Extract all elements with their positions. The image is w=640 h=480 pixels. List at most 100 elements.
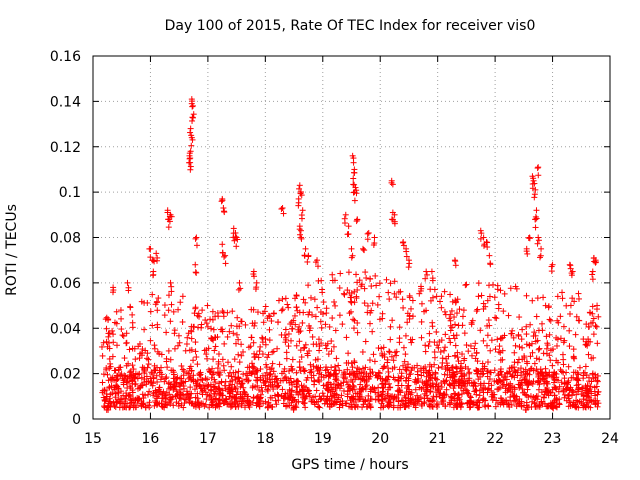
data-point	[353, 218, 360, 225]
data-point	[178, 362, 185, 369]
data-point	[289, 387, 296, 394]
data-point	[165, 347, 172, 354]
data-point	[358, 369, 365, 376]
data-point	[154, 393, 161, 400]
data-point	[544, 342, 551, 349]
data-point	[380, 344, 387, 351]
data-point	[398, 382, 405, 389]
data-point	[433, 381, 440, 388]
data-point	[484, 342, 491, 349]
data-point	[501, 398, 508, 405]
data-point	[210, 383, 217, 390]
data-point	[180, 382, 187, 389]
data-point	[235, 336, 242, 343]
data-point	[557, 335, 564, 342]
data-point	[278, 392, 285, 399]
data-point	[521, 353, 528, 360]
data-point	[264, 354, 271, 361]
data-point	[429, 275, 436, 282]
data-point	[204, 323, 211, 330]
data-point	[354, 279, 361, 286]
data-point	[589, 276, 596, 283]
data-point	[433, 293, 440, 300]
data-point	[164, 364, 171, 371]
data-point	[210, 390, 217, 397]
data-point	[462, 282, 469, 289]
data-point	[385, 386, 392, 393]
data-point	[588, 378, 595, 385]
data-point	[278, 307, 285, 314]
data-point	[436, 392, 443, 399]
data-point	[230, 330, 237, 337]
data-point	[129, 319, 136, 326]
data-point	[329, 315, 336, 322]
data-point	[290, 405, 297, 412]
data-point	[338, 382, 345, 389]
data-point	[589, 271, 596, 278]
data-point	[152, 301, 159, 308]
data-point	[565, 377, 572, 384]
data-point	[523, 358, 530, 365]
data-point	[385, 368, 392, 375]
data-point	[219, 328, 226, 335]
data-point	[311, 377, 318, 384]
data-point	[501, 290, 508, 297]
data-point	[593, 259, 600, 266]
data-point	[531, 329, 538, 336]
data-point	[192, 269, 199, 276]
data-point	[367, 275, 374, 282]
data-point	[333, 355, 340, 362]
data-point	[549, 362, 556, 369]
data-point	[457, 370, 464, 377]
data-point	[278, 205, 285, 212]
data-point	[163, 394, 170, 401]
data-point	[129, 311, 136, 318]
data-point	[266, 337, 273, 344]
data-point	[475, 376, 482, 383]
data-point	[233, 243, 240, 250]
data-point	[423, 268, 430, 275]
y-tick-label: 0	[72, 412, 81, 428]
data-point	[474, 306, 481, 313]
data-point	[515, 366, 522, 373]
data-point	[589, 303, 596, 310]
data-point	[364, 236, 371, 243]
data-point	[141, 299, 148, 306]
data-point	[459, 322, 466, 329]
data-point	[595, 389, 602, 396]
data-point	[182, 378, 189, 385]
data-point	[316, 378, 323, 385]
data-point	[458, 360, 465, 367]
data-point	[527, 321, 534, 328]
data-point	[477, 235, 484, 242]
data-point	[435, 344, 442, 351]
data-point	[318, 277, 325, 284]
data-points	[98, 96, 602, 413]
data-point	[565, 363, 572, 370]
data-point	[536, 345, 543, 352]
data-point	[483, 239, 490, 246]
data-point	[559, 289, 566, 296]
data-point	[220, 253, 227, 260]
data-point	[136, 355, 143, 362]
data-point	[439, 395, 446, 402]
data-point	[111, 402, 118, 409]
data-point	[498, 395, 505, 402]
data-point	[176, 394, 183, 401]
data-point	[340, 290, 347, 297]
data-point	[536, 402, 543, 409]
data-point	[235, 286, 242, 293]
data-point	[190, 114, 197, 121]
data-point	[532, 395, 539, 402]
data-point	[233, 331, 240, 338]
data-point	[540, 376, 547, 383]
data-point	[318, 340, 325, 347]
data-point	[144, 350, 151, 357]
data-point	[269, 360, 276, 367]
data-point	[538, 320, 545, 327]
data-point	[543, 345, 550, 352]
data-point	[523, 323, 530, 330]
data-point	[372, 272, 379, 279]
data-point	[510, 398, 517, 405]
data-point	[177, 299, 184, 306]
